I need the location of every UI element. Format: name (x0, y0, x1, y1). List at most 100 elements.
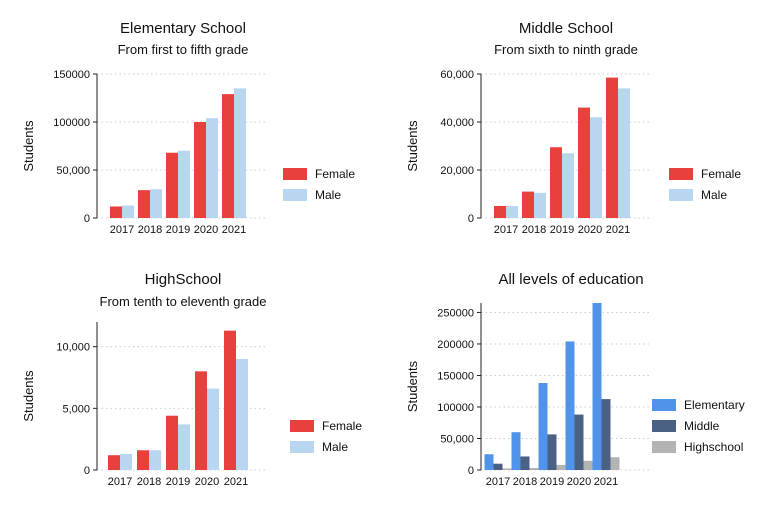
chart-3-bar-male-2020 (207, 388, 219, 470)
chart-1-x-tick-label: 2019 (166, 224, 190, 236)
chart-1-bar-male-2020 (206, 118, 218, 218)
chart-4-bar-middle-2019 (547, 434, 557, 470)
chart-3-y-tick-label: 0 (84, 465, 90, 477)
chart-3-x-tick-label: 2020 (195, 476, 219, 488)
chart-1-x-tick-label: 2017 (110, 224, 134, 236)
chart-4-legend-swatch-highschool (652, 441, 676, 453)
chart-1-bar-female-2020 (194, 122, 206, 218)
chart-4-bar-elementary-2017 (484, 454, 494, 470)
chart-2-legend-swatch-male (669, 189, 693, 201)
chart-4-legend-swatch-elementary (652, 399, 676, 411)
chart-1-bar-male-2017 (122, 205, 134, 218)
chart-4-bar-highschool-2017 (502, 468, 512, 470)
chart-1-bar-male-2018 (150, 189, 162, 218)
chart-1-x-tick-label: 2021 (222, 224, 246, 236)
chart-3-legend-swatch-male (290, 441, 314, 453)
chart-3-bar-male-2021 (236, 359, 248, 470)
chart-3-y-tick-label: 5,000 (62, 403, 90, 415)
chart-1-x-tick-label: 2018 (138, 224, 162, 236)
chart-4-bar-middle-2018 (520, 456, 530, 470)
chart-4-bar-elementary-2018 (511, 432, 521, 470)
chart-4-x-tick-label: 2020 (567, 476, 591, 488)
chart-1-legend-swatch-female (283, 168, 307, 180)
chart-4-bar-highschool-2019 (556, 464, 566, 470)
chart-4-x-tick-label: 2017 (486, 476, 510, 488)
chart-3-x-tick-label: 2019 (166, 476, 190, 488)
chart-1: Elementary School From first to fifth gra… (21, 20, 355, 236)
chart-2: Middle School From sixth to ninth grade 0 2… (405, 20, 741, 236)
chart-2-legend-label-male: Male (701, 188, 727, 202)
chart-2-legend-swatch-female (669, 168, 693, 180)
chart-1-y-tick-label: 50,000 (56, 165, 90, 177)
chart-2-y-tick-label: 40,000 (440, 117, 474, 129)
chart-1-subtitle: From first to fifth grade (118, 42, 249, 57)
chart-2-bar-female-2021 (606, 77, 618, 218)
chart-3-bar-female-2017 (108, 455, 120, 470)
chart-3-bar-male-2018 (149, 450, 161, 470)
chart-2-x-tick-label: 2021 (606, 224, 630, 236)
chart-1-bar-male-2021 (234, 88, 246, 219)
chart-2-bar-male-2021 (618, 88, 630, 219)
chart-1-bar-female-2021 (222, 94, 234, 218)
chart-4-bar-elementary-2021 (592, 303, 602, 470)
chart-1-y-axis-label: Students (21, 120, 36, 172)
chart-3-bar-female-2021 (224, 330, 236, 470)
chart-1-title: Elementary School (120, 20, 246, 37)
chart-3-bar-male-2017 (120, 453, 132, 470)
chart-2-x-tick-label: 2017 (494, 224, 518, 236)
chart-4-y-tick-label: 50,000 (440, 433, 474, 445)
chart-1-legend-swatch-male (283, 189, 307, 201)
chart-3-y-tick-label: 10,000 (56, 342, 90, 354)
chart-4-legend-label-middle: Middle (684, 419, 720, 433)
chart-1-bar-female-2019 (166, 152, 178, 218)
chart-3-legend-label-female: Female (322, 419, 362, 433)
chart-3-title: HighSchool (145, 271, 222, 288)
chart-4-x-tick-label: 2018 (513, 476, 537, 488)
chart-4-bar-middle-2017 (493, 463, 503, 470)
chart-4-y-tick-label: 250000 (437, 307, 474, 319)
chart-4-x-tick-label: 2021 (594, 476, 618, 488)
chart-3-y-axis-label: Students (21, 370, 36, 422)
chart-4-bar-middle-2021 (601, 399, 611, 470)
chart-2-bar-male-2017 (506, 206, 518, 218)
chart-1-bar-female-2017 (110, 206, 122, 218)
chart-1-bar-male-2019 (178, 150, 190, 218)
chart-4-title: All levels of education (498, 271, 643, 288)
chart-1-y-tick-label: 150000 (53, 69, 90, 81)
chart-2-legend-label-female: Female (701, 167, 741, 181)
chart-2-title: Middle School (519, 20, 613, 37)
chart-2-y-tick-label: 0 (468, 213, 474, 225)
chart-4-legend-label-highschool: Highschool (684, 440, 743, 454)
chart-3-bar-female-2018 (137, 450, 149, 470)
chart-3-x-tick-label: 2017 (108, 476, 132, 488)
chart-4-y-tick-label: 150000 (437, 370, 474, 382)
chart-4-bar-highschool-2021 (610, 457, 620, 470)
chart-4-bar-elementary-2019 (538, 383, 548, 470)
chart-4-y-tick-label: 100000 (437, 402, 474, 414)
chart-4-y-tick-label: 200000 (437, 339, 474, 351)
chart-4-bar-highschool-2018 (529, 467, 539, 470)
chart-1-bar-female-2018 (138, 190, 150, 218)
chart-4-bar-elementary-2020 (565, 341, 575, 470)
chart-3-x-tick-label: 2021 (224, 476, 248, 488)
chart-2-subtitle: From sixth to ninth grade (494, 42, 638, 57)
chart-4-bar-highschool-2020 (583, 460, 593, 470)
chart-2-x-tick-label: 2018 (522, 224, 546, 236)
chart-2-bar-male-2020 (590, 117, 602, 218)
chart-2-bar-female-2017 (494, 206, 506, 218)
chart-2-bar-female-2019 (550, 147, 562, 218)
chart-3-legend-swatch-female (290, 420, 314, 432)
chart-3-x-tick-label: 2018 (137, 476, 161, 488)
chart-4-legend-swatch-middle (652, 420, 676, 432)
chart-2-y-tick-label: 60,000 (440, 69, 474, 81)
chart-1-legend-label-male: Male (315, 188, 341, 202)
chart-3-bar-female-2019 (166, 415, 178, 470)
chart-4-y-axis-label: Students (405, 360, 420, 412)
chart-2-y-tick-label: 20,000 (440, 165, 474, 177)
chart-2-x-tick-label: 2020 (578, 224, 602, 236)
chart-2-bar-female-2018 (522, 191, 534, 218)
chart-4-y-tick-label: 0 (468, 465, 474, 477)
chart-2-bar-male-2018 (534, 192, 546, 218)
chart-1-x-tick-label: 2020 (194, 224, 218, 236)
